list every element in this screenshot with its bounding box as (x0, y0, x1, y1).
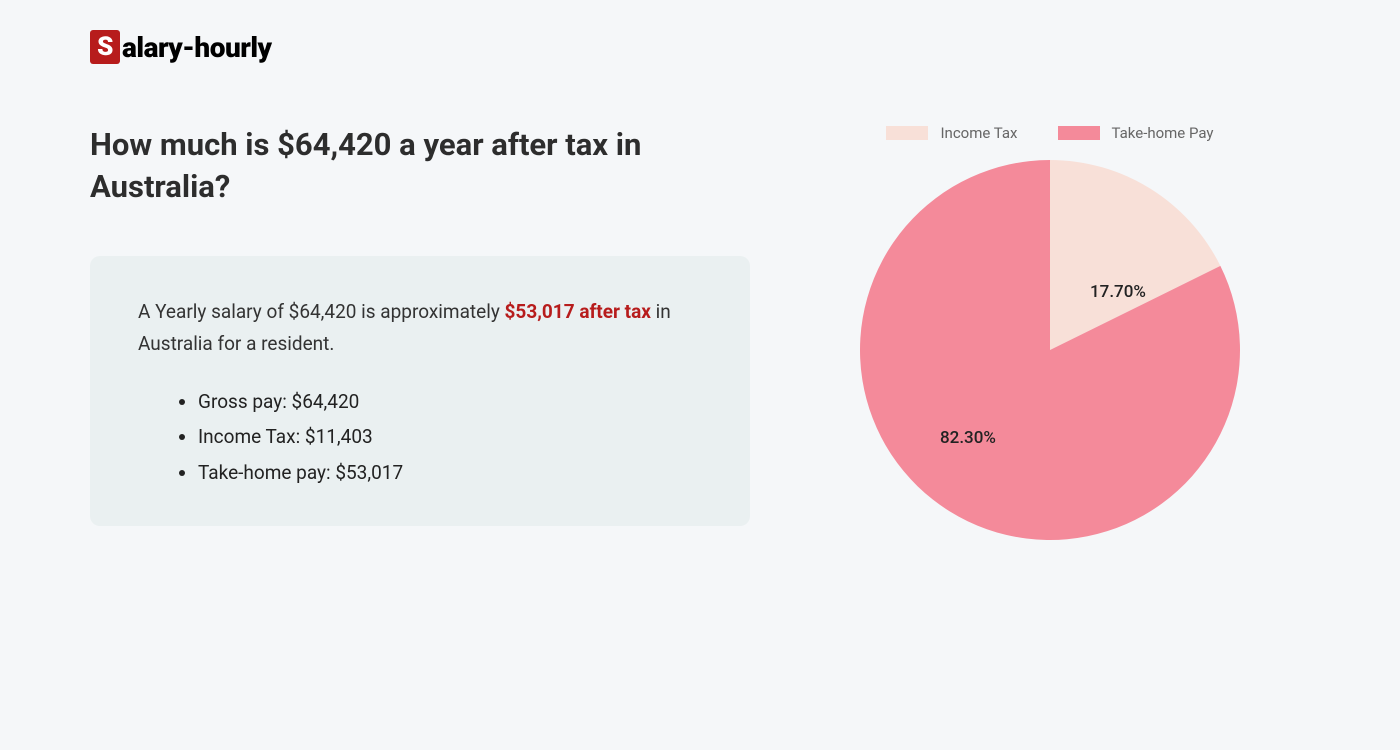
legend-item-take-home: Take-home Pay (1058, 124, 1214, 142)
legend-label: Income Tax (940, 124, 1017, 142)
legend-label: Take-home Pay (1112, 124, 1214, 142)
slice-label-takehome: 82.30% (940, 428, 996, 448)
pie-svg (860, 160, 1240, 540)
site-logo: Salary-hourly (90, 30, 1310, 64)
page-title: How much is $64,420 a year after tax in … (90, 124, 750, 208)
list-item: Income Tax: $11,403 (198, 419, 702, 454)
list-item: Take-home pay: $53,017 (198, 455, 702, 490)
slice-label-tax: 17.70% (1090, 282, 1146, 302)
logo-mark: S (90, 30, 120, 64)
legend-swatch (886, 126, 928, 140)
summary-text: A Yearly salary of $64,420 is approximat… (138, 296, 702, 361)
logo-text: alary-hourly (122, 31, 272, 64)
chart-legend: Income Tax Take-home Pay (886, 124, 1213, 142)
pie-chart: 17.70% 82.30% (860, 160, 1240, 540)
summary-pre: A Yearly salary of $64,420 is approximat… (138, 300, 505, 323)
list-item: Gross pay: $64,420 (198, 384, 702, 419)
legend-item-income-tax: Income Tax (886, 124, 1017, 142)
legend-swatch (1058, 126, 1100, 140)
summary-card: A Yearly salary of $64,420 is approximat… (90, 256, 750, 526)
summary-highlight: $53,017 after tax (505, 300, 651, 323)
breakdown-list: Gross pay: $64,420 Income Tax: $11,403 T… (138, 384, 702, 489)
